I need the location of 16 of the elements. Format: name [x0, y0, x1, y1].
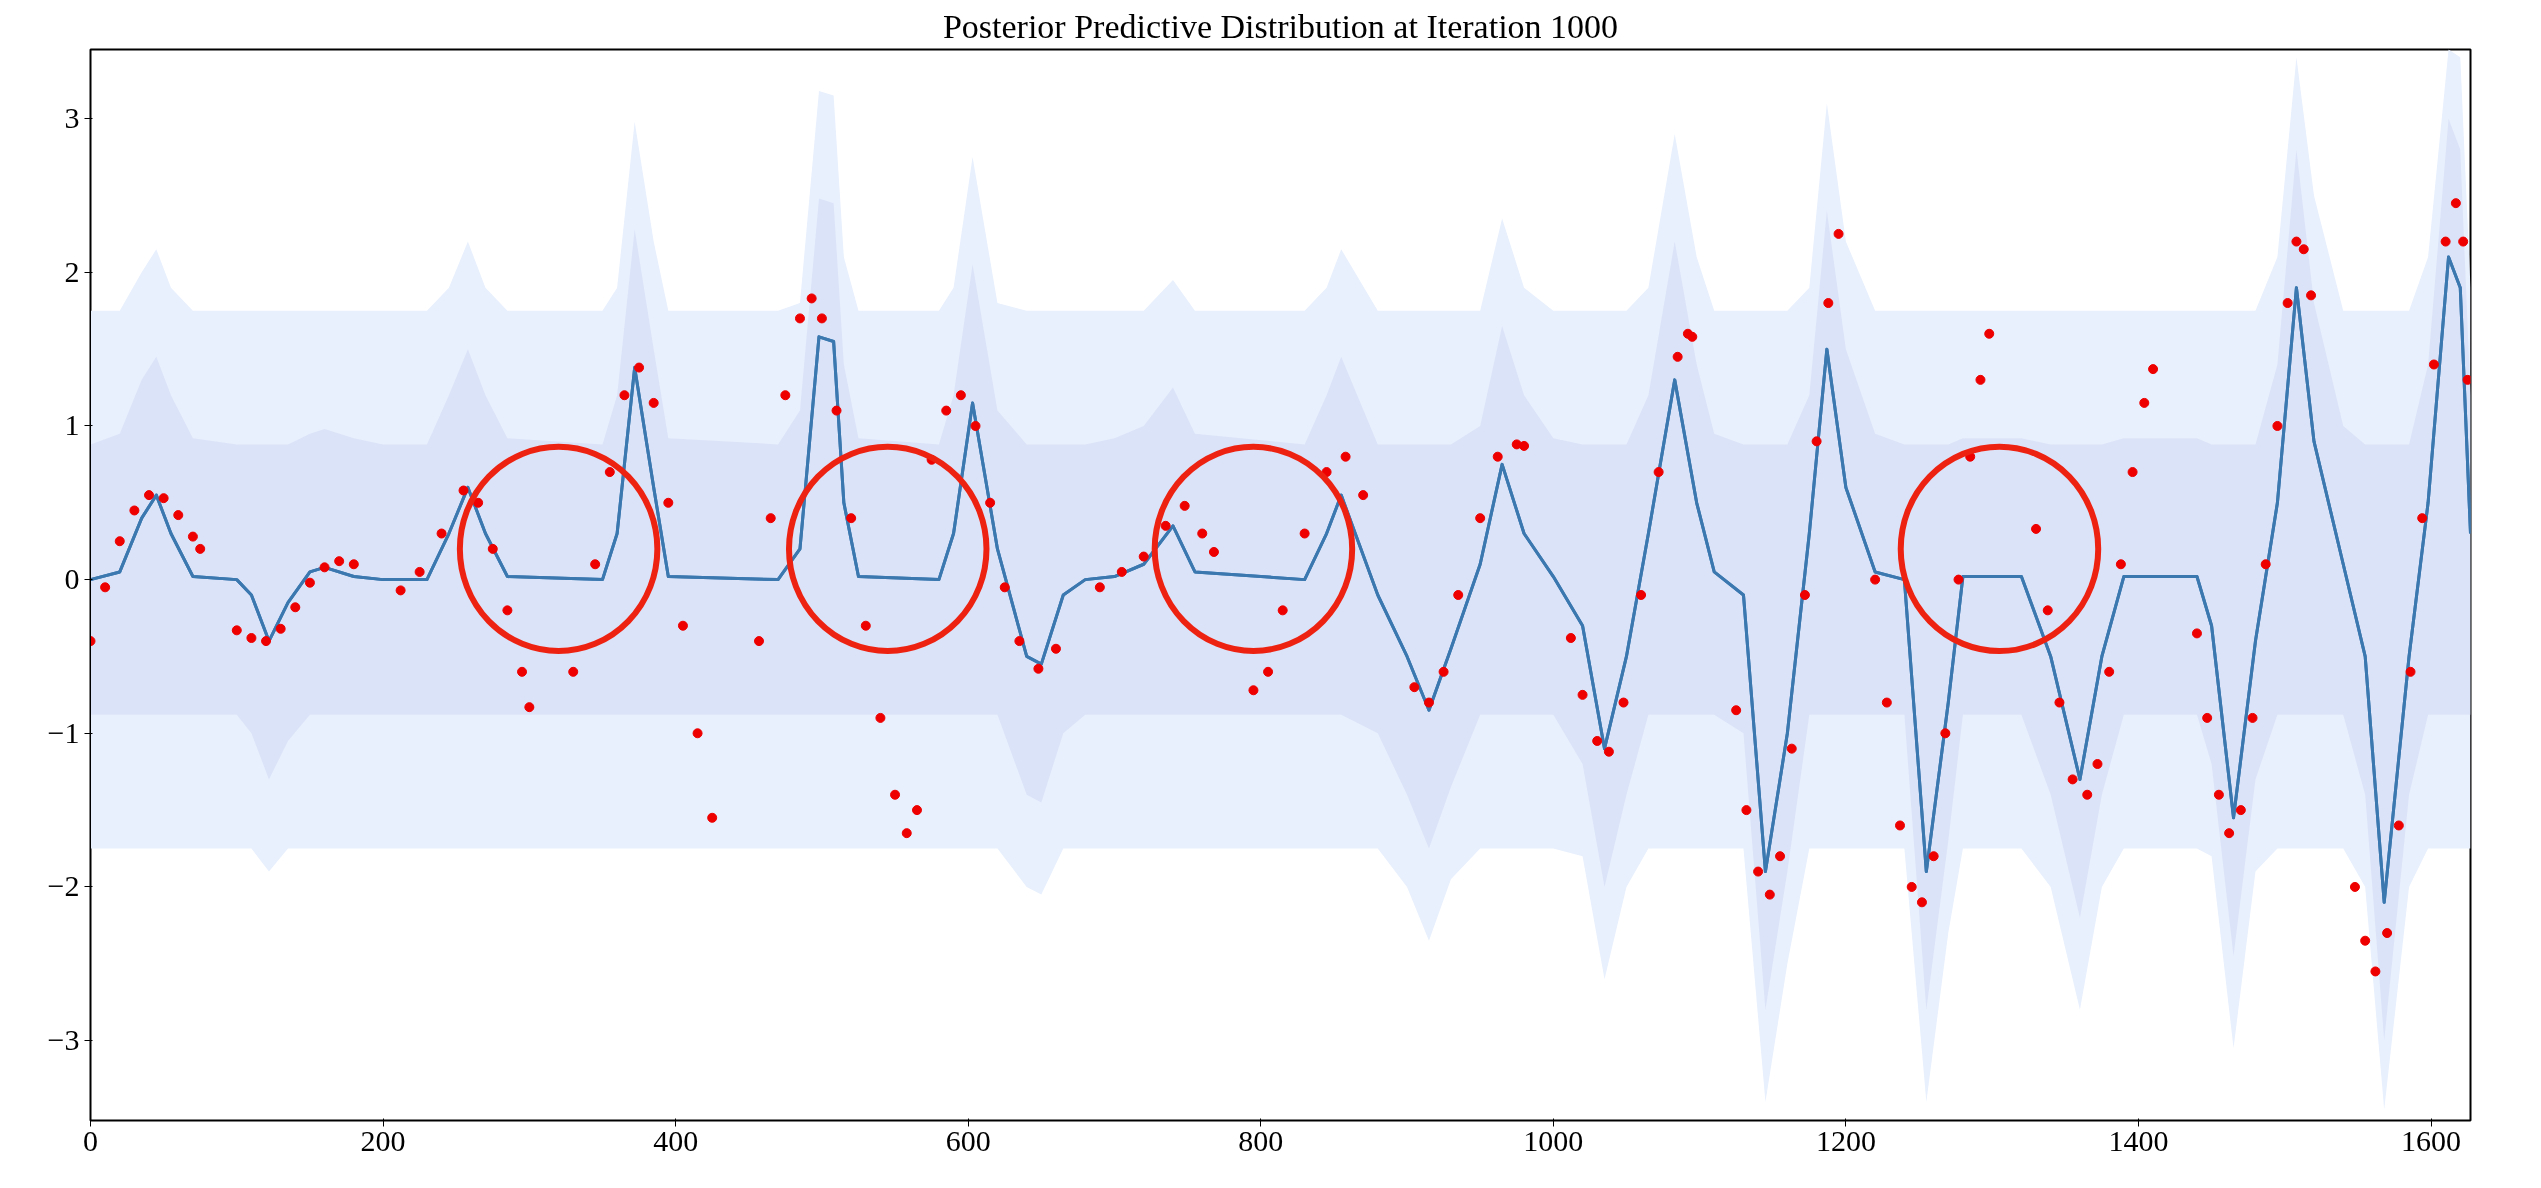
x-tick-label: 200 — [360, 1123, 406, 1157]
x-tick-label: 1200 — [1815, 1123, 1876, 1157]
x-tick-label: 400 — [653, 1123, 699, 1157]
chart-title: Posterior Predictive Distribution at Iteration 1000 — [942, 7, 1619, 45]
y-tick-label: −2 — [47, 869, 80, 903]
y-tick-label: −3 — [47, 1023, 80, 1057]
y-tick-label: 0 — [64, 562, 80, 596]
x-tick-label: 1000 — [1523, 1123, 1584, 1157]
y-tick-label: 1 — [64, 408, 80, 442]
y-tick-label: 3 — [64, 101, 80, 135]
y-tick-label: 2 — [64, 254, 80, 288]
y-tick-label: −1 — [47, 715, 80, 749]
x-tick-label: 1400 — [2108, 1123, 2169, 1157]
x-tick-label: 600 — [945, 1123, 991, 1157]
x-tick-label: 1600 — [2401, 1123, 2461, 1157]
x-tick-label: 800 — [1238, 1123, 1284, 1157]
